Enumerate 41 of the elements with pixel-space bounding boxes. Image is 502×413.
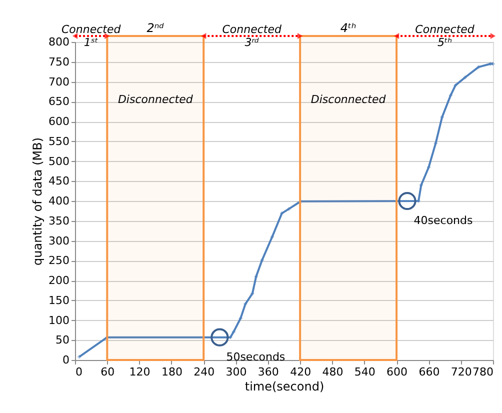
y-tick-label: 500 <box>48 154 70 168</box>
y-tick-label: 400 <box>48 194 70 208</box>
y-axis-title: quantity of data (MB) <box>30 137 45 266</box>
annotation: Connected 5ᵗʰ <box>415 23 476 49</box>
y-tick-label: 600 <box>48 115 70 128</box>
y-tick-label: 300 <box>48 234 70 248</box>
x-tick-label: 240 <box>194 366 215 378</box>
x-tick-label: 180 <box>161 366 182 378</box>
y-tick-label: 750 <box>48 55 70 68</box>
x-tick-label: 300 <box>226 366 247 378</box>
y-tick-label: 50 <box>56 334 70 347</box>
y-tick-label: 0 <box>62 354 70 366</box>
annotation: Connected 3ʳᵈ <box>222 23 282 49</box>
y-tick-label: 650 <box>48 95 70 108</box>
x-tick-label: 720 <box>450 366 472 378</box>
annotation: Disconnected <box>118 93 194 106</box>
y-tick-label: 700 <box>48 75 70 88</box>
x-tick-label: 420 <box>290 366 312 378</box>
y-tick-label: 150 <box>48 294 70 307</box>
annotation: Disconnected <box>310 93 387 106</box>
annotation: 40seconds <box>414 214 473 227</box>
band-label: 2ⁿᵈ <box>146 21 164 35</box>
y-tick-label: 200 <box>48 274 70 287</box>
y-tick-label: 800 <box>48 36 70 48</box>
y-tick-label: 350 <box>48 214 70 228</box>
x-tick-label: 0 <box>76 366 82 378</box>
x-tick-label: 600 <box>386 366 408 378</box>
x-tick-label: 60 <box>100 366 115 378</box>
x-tick-label: 540 <box>354 366 376 378</box>
x-tick-label: 120 <box>129 366 150 378</box>
x-tick-label: 480 <box>322 366 344 378</box>
x-tick-label: 780 <box>472 366 494 378</box>
y-tick-label: 250 <box>48 254 70 268</box>
y-tick-label: 550 <box>48 134 70 148</box>
x-tick-label: 360 <box>258 366 279 378</box>
band-label: 4ᵗʰ <box>340 21 356 35</box>
y-tick-label: 450 <box>48 174 70 188</box>
y-tick-label: 100 <box>48 314 70 327</box>
x-axis-title: time(second) <box>244 380 324 394</box>
annotation: 50seconds <box>226 350 286 364</box>
x-tick-label: 660 <box>418 366 440 378</box>
